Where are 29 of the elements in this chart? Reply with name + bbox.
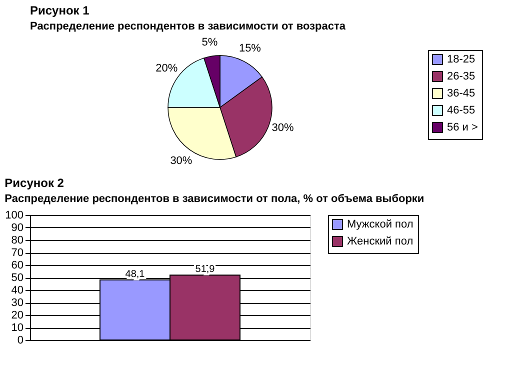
legend-label: 46-55: [447, 104, 476, 116]
y-tick-label: 50: [11, 272, 24, 284]
legend-label: Женский пол: [347, 236, 414, 248]
y-tick-label: 20: [11, 310, 24, 322]
data-label: 15%: [238, 42, 262, 55]
legend-label: 56 и >: [447, 122, 478, 134]
y-tick-label: 90: [11, 222, 24, 234]
data-label: 30%: [170, 154, 192, 167]
y-tick-label: 10: [11, 322, 24, 334]
chart-subtitle: Распределение респондентов в зависимости от возраста: [30, 20, 346, 32]
legend-label: 26-35: [447, 70, 476, 82]
y-tick-label: 60: [11, 260, 24, 272]
y-tick-label: 80: [11, 234, 24, 246]
legend-label: 18-25: [447, 54, 476, 66]
text: Рисунок 1: [30, 3, 90, 18]
y-tick-label: 40: [11, 284, 24, 296]
chart-title: Рисунок 2: [4, 176, 64, 190]
y-tick-label: 70: [11, 247, 24, 259]
data-label: 48,1: [125, 268, 146, 280]
y-tick-label: 0: [17, 334, 24, 346]
data-label: 30%: [272, 122, 294, 134]
y-tick-label: 30: [11, 297, 24, 309]
legend-label: 36-45: [447, 88, 476, 100]
data-label: 20%: [156, 62, 178, 75]
data-label: 5%: [202, 36, 218, 48]
legend-label: Мужской пол: [347, 218, 414, 230]
data-label: 51,9: [195, 264, 216, 276]
chart-subtitle: Распределение респондентов в зависимости от пола, % от объема выборки: [4, 193, 424, 205]
y-tick-label: 100: [5, 210, 24, 222]
